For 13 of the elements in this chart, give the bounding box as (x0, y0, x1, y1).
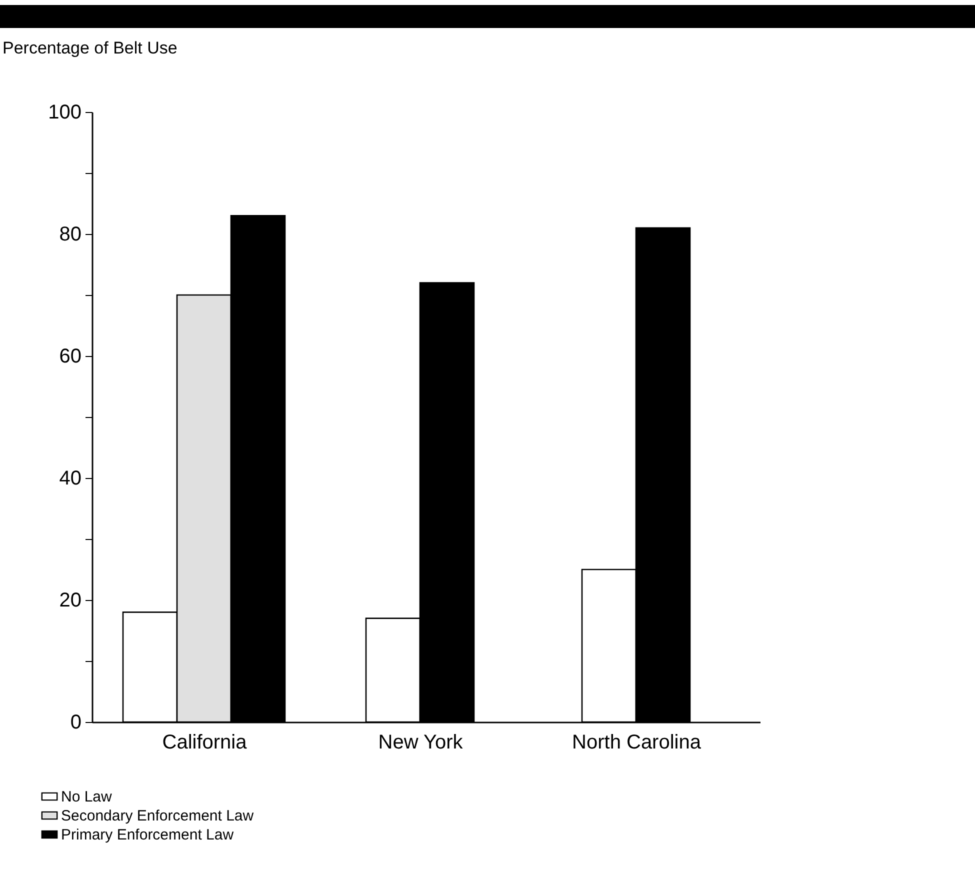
legend-label: Primary Enforcement Law (61, 826, 234, 844)
y-tick-label: 100 (48, 102, 82, 124)
x-tick-label: California (162, 732, 248, 754)
y-axis-title: Percentage of Belt Use (2, 38, 178, 58)
legend-label: Secondary Enforcement Law (61, 808, 254, 824)
legend-label: No Law (61, 788, 112, 806)
y-tick-label: 40 (59, 468, 82, 490)
y-tick-label: 20 (59, 590, 82, 612)
x-tick-label: North Carolina (572, 732, 702, 754)
y-tick-label: 0 (70, 712, 82, 734)
x-tick-label: New York (378, 732, 464, 754)
y-tick-label: 60 (59, 346, 82, 368)
y-tick-label: 80 (59, 224, 82, 246)
